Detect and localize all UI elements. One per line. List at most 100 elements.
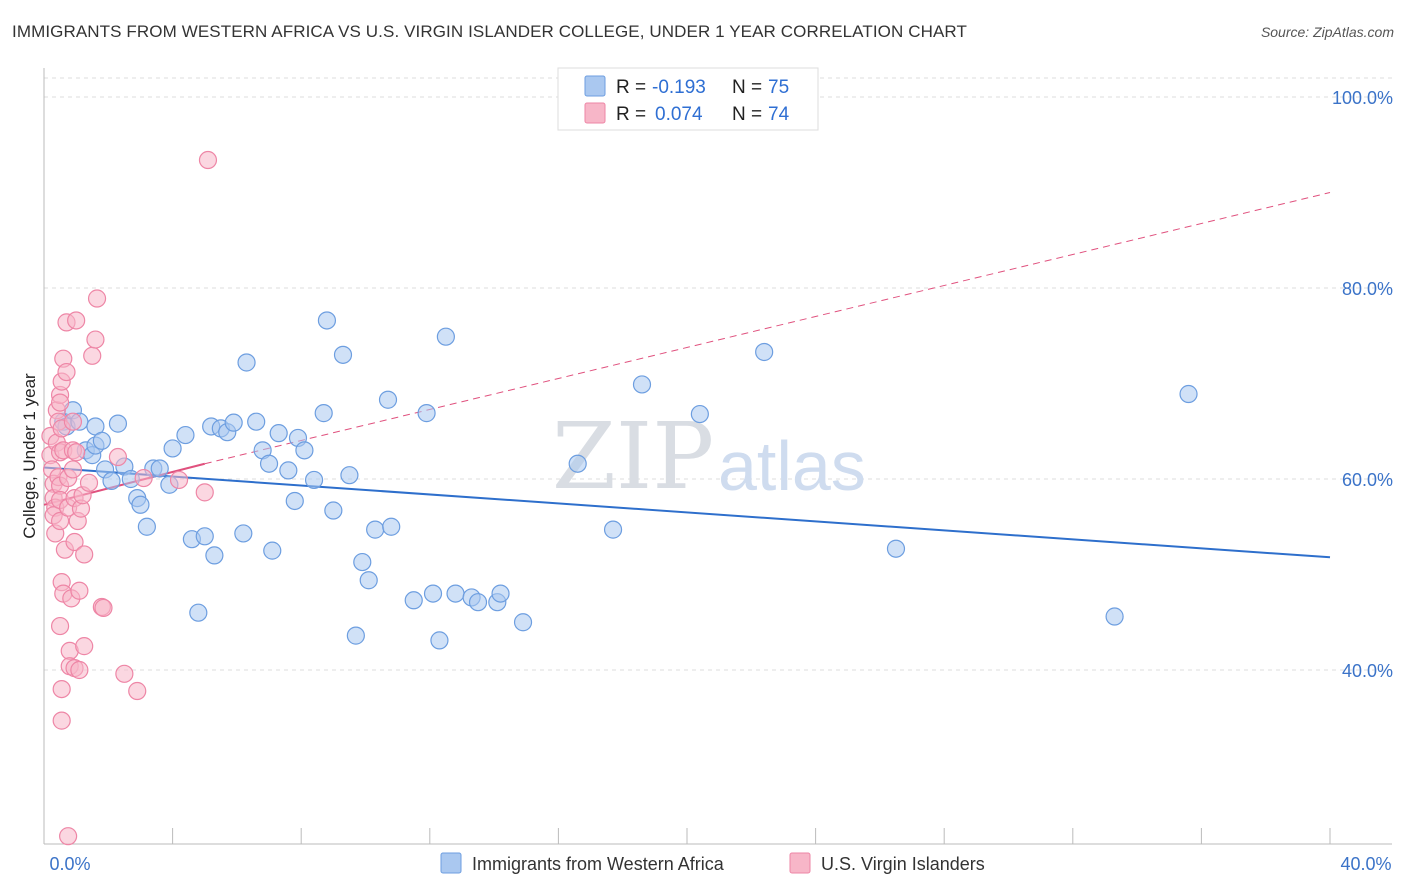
blue-data-point <box>295 441 314 460</box>
legend-swatch-pink <box>584 102 606 124</box>
legend-n-label-1: N = <box>732 77 762 98</box>
blue-data-point <box>224 413 243 432</box>
watermark: ZIP atlas <box>552 403 866 510</box>
pink-data-point <box>50 616 70 636</box>
blue-data-point <box>333 345 353 364</box>
blue-data-point <box>603 520 623 539</box>
blue-data-point <box>247 412 266 431</box>
pink-data-point <box>75 637 94 656</box>
bottom-legend-swatch-pink <box>789 852 811 874</box>
y-axis-label: College, Under 1 year <box>20 373 39 539</box>
y-tick-label: 40.0% <box>1342 661 1393 681</box>
pink-data-point <box>94 598 113 618</box>
pink-data-point <box>87 289 107 308</box>
blue-data-point <box>491 584 510 603</box>
blue-data-point <box>131 495 150 514</box>
blue-data-point <box>92 431 111 450</box>
legend-n-value-1: 75 <box>768 77 789 98</box>
y-tick-label: 100.0% <box>1332 88 1393 108</box>
blue-data-point <box>382 517 401 536</box>
pink-data-point <box>50 511 70 531</box>
bottom-legend-label-blue: Immigrants from Western Africa <box>472 854 725 874</box>
blue-data-point <box>430 631 449 650</box>
blue-data-point <box>102 471 121 491</box>
blue-data-point <box>690 404 709 424</box>
x-tick-label: 40.0% <box>1340 854 1391 874</box>
legend-r-label-1: R = <box>616 77 646 98</box>
blue-data-point <box>269 424 288 443</box>
bottom-legend: Immigrants from Western Africa U.S. Virg… <box>440 852 985 874</box>
legend-swatch-blue <box>584 75 606 97</box>
blue-data-point <box>314 404 333 423</box>
legend-n-value-2: 74 <box>768 104 790 125</box>
pink-data-point <box>57 362 76 382</box>
blue-data-point <box>417 404 436 423</box>
y-tick-label: 60.0% <box>1342 470 1393 490</box>
legend-r-value-2: 0.074 <box>655 104 703 125</box>
blue-data-point <box>513 613 533 632</box>
blue-data-point <box>176 425 195 445</box>
blue-data-point <box>285 491 304 511</box>
gridlines <box>44 77 1392 671</box>
x-tick-label: 0.0% <box>49 854 90 874</box>
legend-r-value-1: -0.193 <box>652 77 706 98</box>
y-tick-label: 80.0% <box>1342 279 1393 299</box>
blue-data-point <box>340 466 359 485</box>
blue-data-point <box>886 539 906 558</box>
blue-data-point <box>632 375 652 394</box>
pink-data-point <box>75 545 94 564</box>
blue-data-point <box>468 593 488 612</box>
blue-data-point <box>1105 607 1124 626</box>
blue-data-point <box>304 470 324 490</box>
legend-r-label-2: R = <box>616 104 646 125</box>
pink-data-point <box>70 581 89 600</box>
blue-data-point <box>263 541 282 560</box>
pink-data-point <box>128 681 147 701</box>
blue-data-point <box>137 517 156 536</box>
blue-data-point <box>436 327 455 346</box>
x-ticks: 0.0% 40.0% <box>49 828 1392 874</box>
blue-data-point <box>366 520 385 539</box>
pink-data-point <box>115 664 134 683</box>
pink-data-point <box>79 473 99 492</box>
legend: R = -0.193 N = 75 R = 0.074 N = 74 <box>557 67 819 131</box>
blue-data-point <box>205 546 224 565</box>
blue-data-point <box>359 571 378 590</box>
legend-n-label-2: N = <box>732 104 762 125</box>
pink-data-point <box>52 679 71 699</box>
blue-data-point <box>568 454 587 473</box>
blue-data-point <box>234 524 253 543</box>
chart-title: IMMIGRANTS FROM WESTERN AFRICA VS U.S. V… <box>12 22 967 41</box>
blue-data-point <box>163 439 182 458</box>
pink-data-point <box>108 447 128 467</box>
blue-data-point <box>189 603 208 622</box>
blue-data-point <box>108 414 128 433</box>
trend-line-pink-dashed <box>204 192 1331 465</box>
bottom-legend-label-pink: U.S. Virgin Islanders <box>821 854 985 874</box>
watermark-atlas: atlas <box>718 427 866 505</box>
pink-data-point <box>65 532 84 552</box>
blue-data-point <box>755 342 774 362</box>
pink-data-point <box>134 468 153 488</box>
pink-data-point <box>83 346 102 365</box>
blue-data-point <box>317 311 337 330</box>
chart-source: Source: ZipAtlas.com <box>1260 24 1394 40</box>
blue-data-point <box>378 390 398 409</box>
blue-data-point <box>259 454 279 473</box>
blue-data-point <box>195 527 214 546</box>
pink-data-point <box>67 443 86 462</box>
pink-data-point <box>52 711 71 730</box>
pink-data-point <box>59 827 78 846</box>
blue-data-point <box>423 584 443 603</box>
blue-data-point <box>279 461 298 480</box>
pink-data-point <box>169 470 189 490</box>
pink-data-point <box>70 660 89 680</box>
blue-data-point <box>237 353 256 372</box>
pink-data-point <box>50 393 70 412</box>
blue-data-point <box>346 626 365 645</box>
pink-data-point <box>195 483 214 502</box>
blue-data-point <box>353 552 372 572</box>
data-points <box>41 150 1198 846</box>
blue-data-point <box>446 584 465 603</box>
